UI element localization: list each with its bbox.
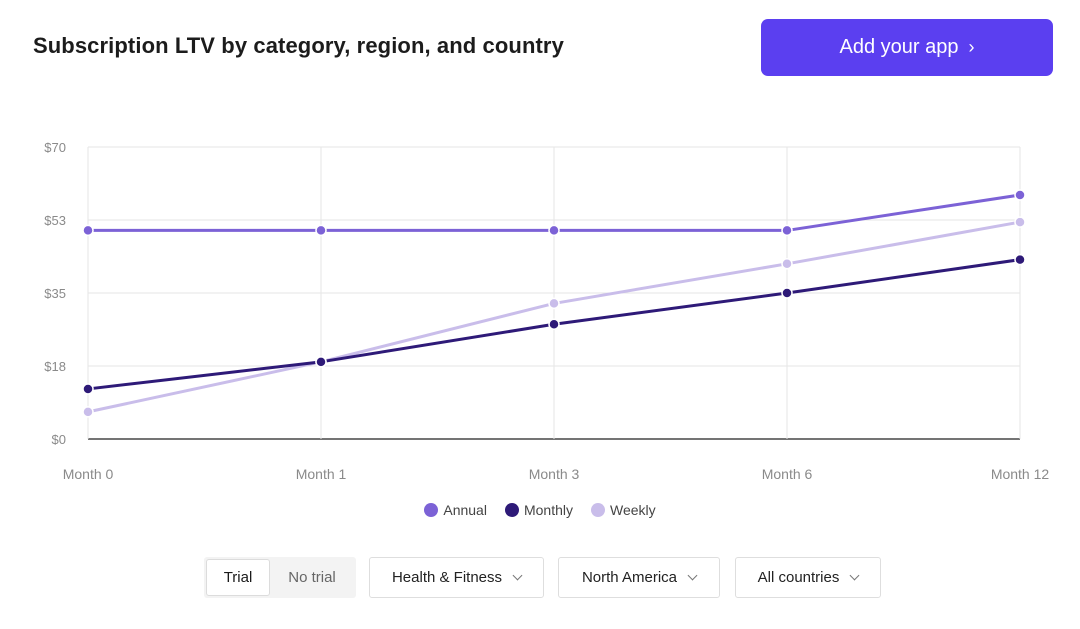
legend-dot-weekly [590, 503, 605, 517]
country-select[interactable]: All countries [735, 557, 881, 598]
data-point-monthly [781, 287, 793, 299]
y-tick-label: $35 [44, 286, 66, 301]
y-tick-label: $18 [44, 359, 66, 374]
y-tick-label: $0 [52, 432, 66, 447]
data-point-monthly [82, 383, 94, 395]
data-point-annual [781, 224, 793, 237]
data-point-annual [315, 224, 327, 237]
country-select-value: All countries [757, 569, 840, 586]
data-point-weekly [548, 297, 560, 310]
data-point-annual [1014, 189, 1026, 201]
region-select-value: North America [581, 569, 678, 586]
x-tick-label: Month 1 [296, 466, 347, 482]
x-tick-label: Month 0 [63, 466, 114, 482]
chevron-down-icon [687, 570, 698, 581]
chevron-down-icon [512, 570, 523, 581]
legend-label-annual: Annual [443, 502, 487, 518]
legend-item-monthly[interactable]: Monthly [504, 502, 573, 518]
add-your-app-label: Add your app [839, 36, 959, 58]
trial-toggle: Trial No trial [204, 557, 356, 598]
x-tick-label: Month 3 [529, 466, 580, 482]
data-point-weekly [82, 406, 94, 418]
category-select-value: Health & Fitness [391, 569, 503, 586]
legend-label-monthly: Monthly [523, 502, 573, 518]
toggle-trial[interactable]: Trial [206, 559, 270, 596]
legend-label-weekly: Weekly [609, 502, 656, 518]
add-your-app-button[interactable]: Add your app › [761, 19, 1053, 76]
ltv-line-chart: $0 $18 $35 $53 $70 Month 0 Month 1 Month 3 Month… [44, 140, 1050, 482]
data-point-annual [548, 224, 560, 237]
legend-item-weekly[interactable]: Weekly [590, 502, 656, 518]
x-tick-label: Month 12 [991, 466, 1050, 482]
chevron-down-icon [849, 570, 860, 581]
chart-legend: Annual Monthly Weekly [0, 502, 1080, 518]
x-tick-label: Month 6 [762, 466, 813, 482]
y-tick-label: $70 [44, 140, 66, 155]
data-point-monthly [1014, 253, 1026, 266]
page-title: Subscription LTV by category, region, an… [33, 33, 564, 58]
data-point-weekly [1014, 216, 1026, 228]
data-point-monthly [548, 318, 560, 331]
region-select[interactable]: North America [558, 557, 720, 598]
data-point-monthly [315, 356, 327, 368]
chevron-right-icon: › [968, 36, 975, 57]
legend-item-annual[interactable]: Annual [424, 502, 487, 518]
toggle-no-trial[interactable]: No trial [288, 569, 336, 586]
data-point-weekly [781, 258, 793, 270]
filter-controls: Trial No trial Health & Fitness North Am… [0, 557, 1080, 599]
data-point-annual [82, 224, 94, 237]
legend-dot-annual [424, 503, 439, 517]
y-tick-label: $53 [44, 213, 66, 228]
legend-dot-monthly [504, 503, 519, 517]
category-select[interactable]: Health & Fitness [369, 557, 544, 598]
